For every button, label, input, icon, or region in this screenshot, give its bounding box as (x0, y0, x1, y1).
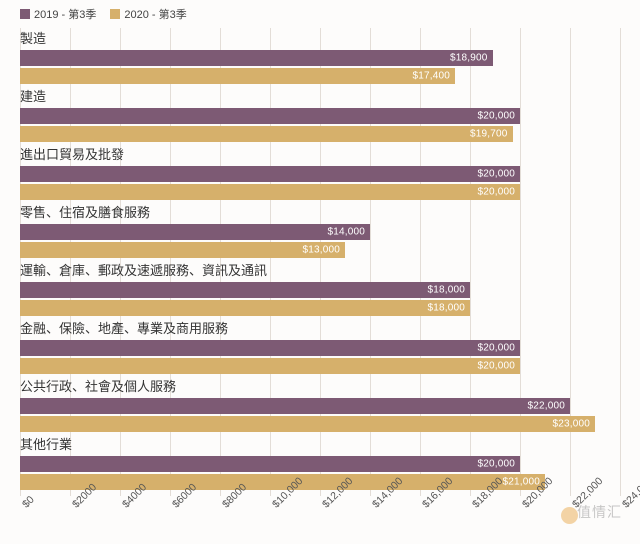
bar-group: 金融、保險、地產、專業及商用服務 $20,000 $20,000 (20, 318, 620, 376)
bar: $20,000 (20, 340, 520, 356)
category-label: 製造 (20, 28, 620, 47)
bar-groups: 製造 $18,900$17,400 建造 $20,000 $19,700 進出口貿易及批發… (20, 28, 620, 496)
bar-value-label: $13,000 (302, 245, 340, 256)
bar-value-label: $22,000 (527, 401, 565, 412)
bar-group: 零售、住宿及膳食服務 $14,000 $13,000 (20, 202, 620, 260)
bar-value-label: $20,000 (477, 187, 515, 198)
bar: $18,900 (20, 50, 493, 66)
legend-swatch (110, 9, 120, 19)
bar-group: 運輸、倉庫、郵政及速遞服務、資訊及通訊 $18,000 $18,000 (20, 260, 620, 318)
bar-group: 公共行政、社會及個人服務 $22,000 $23,000 (20, 376, 620, 434)
bar: $20,000 (20, 184, 520, 200)
bar: $20,000 (20, 456, 520, 472)
legend-item: 2019 - 第3季 (20, 6, 96, 22)
bar-value-label: $20,000 (477, 169, 515, 180)
category-label: 金融、保險、地產、專業及商用服務 (20, 318, 620, 337)
bar-value-label: $18,000 (427, 303, 465, 314)
category-label: 運輸、倉庫、郵政及速遞服務、資訊及通訊 (20, 260, 620, 279)
bar-group: 進出口貿易及批發 $20,000 $20,000 (20, 144, 620, 202)
category-label: 建造 (20, 86, 620, 105)
bar: $20,000 (20, 166, 520, 182)
bar-value-label: $23,000 (552, 419, 590, 430)
bar: $18,000 (20, 282, 470, 298)
category-label: 零售、住宿及膳食服務 (20, 202, 620, 221)
bar-value-label: $14,000 (327, 227, 365, 238)
bar-value-label: $20,000 (477, 111, 515, 122)
legend-label: 2020 - 第3季 (124, 6, 186, 22)
bar: $14,000 (20, 224, 370, 240)
bar: $20,000 (20, 108, 520, 124)
bar: $18,000 (20, 300, 470, 316)
x-axis: $0$2000$4000$6000$8000$10,000$12,000$14,… (20, 492, 620, 544)
bar-group: 製造 $18,900$17,400 (20, 28, 620, 86)
bar: $23,000 (20, 416, 595, 432)
bar-value-label: $18,900 (450, 53, 488, 64)
category-label: 其他行業 (20, 434, 620, 453)
bar-group: 建造 $20,000 $19,700 (20, 86, 620, 144)
x-tick-label: $0 (20, 494, 37, 511)
bar-value-label: $18,000 (427, 285, 465, 296)
legend-label: 2019 - 第3季 (34, 6, 96, 22)
category-label: 公共行政、社會及個人服務 (20, 376, 620, 395)
plot-area: 製造 $18,900$17,400 建造 $20,000 $19,700 進出口貿易及批發… (20, 28, 620, 496)
bar-value-label: $19,700 (470, 129, 508, 140)
bar-value-label: $20,000 (477, 361, 515, 372)
x-tick-label: $24,000 (620, 475, 640, 510)
legend-item: 2020 - 第3季 (110, 6, 186, 22)
bar: $13,000 (20, 242, 345, 258)
bar: $17,400 (20, 68, 455, 84)
bar-value-label: $20,000 (477, 459, 515, 470)
category-label: 進出口貿易及批發 (20, 144, 620, 163)
bar-value-label: $20,000 (477, 343, 515, 354)
bar: $20,000 (20, 358, 520, 374)
bar-group: 其他行業$20,000$21,000 (20, 434, 620, 492)
legend: 2019 - 第3季 2020 - 第3季 (14, 6, 626, 22)
legend-swatch (20, 9, 30, 19)
bar-value-label: $17,400 (412, 71, 450, 82)
bar: $19,700 (20, 126, 513, 142)
horizontal-bar-chart: 2019 - 第3季 2020 - 第3季 製造 $18,900$17,400 建造… (0, 0, 640, 544)
bar: $22,000 (20, 398, 570, 414)
